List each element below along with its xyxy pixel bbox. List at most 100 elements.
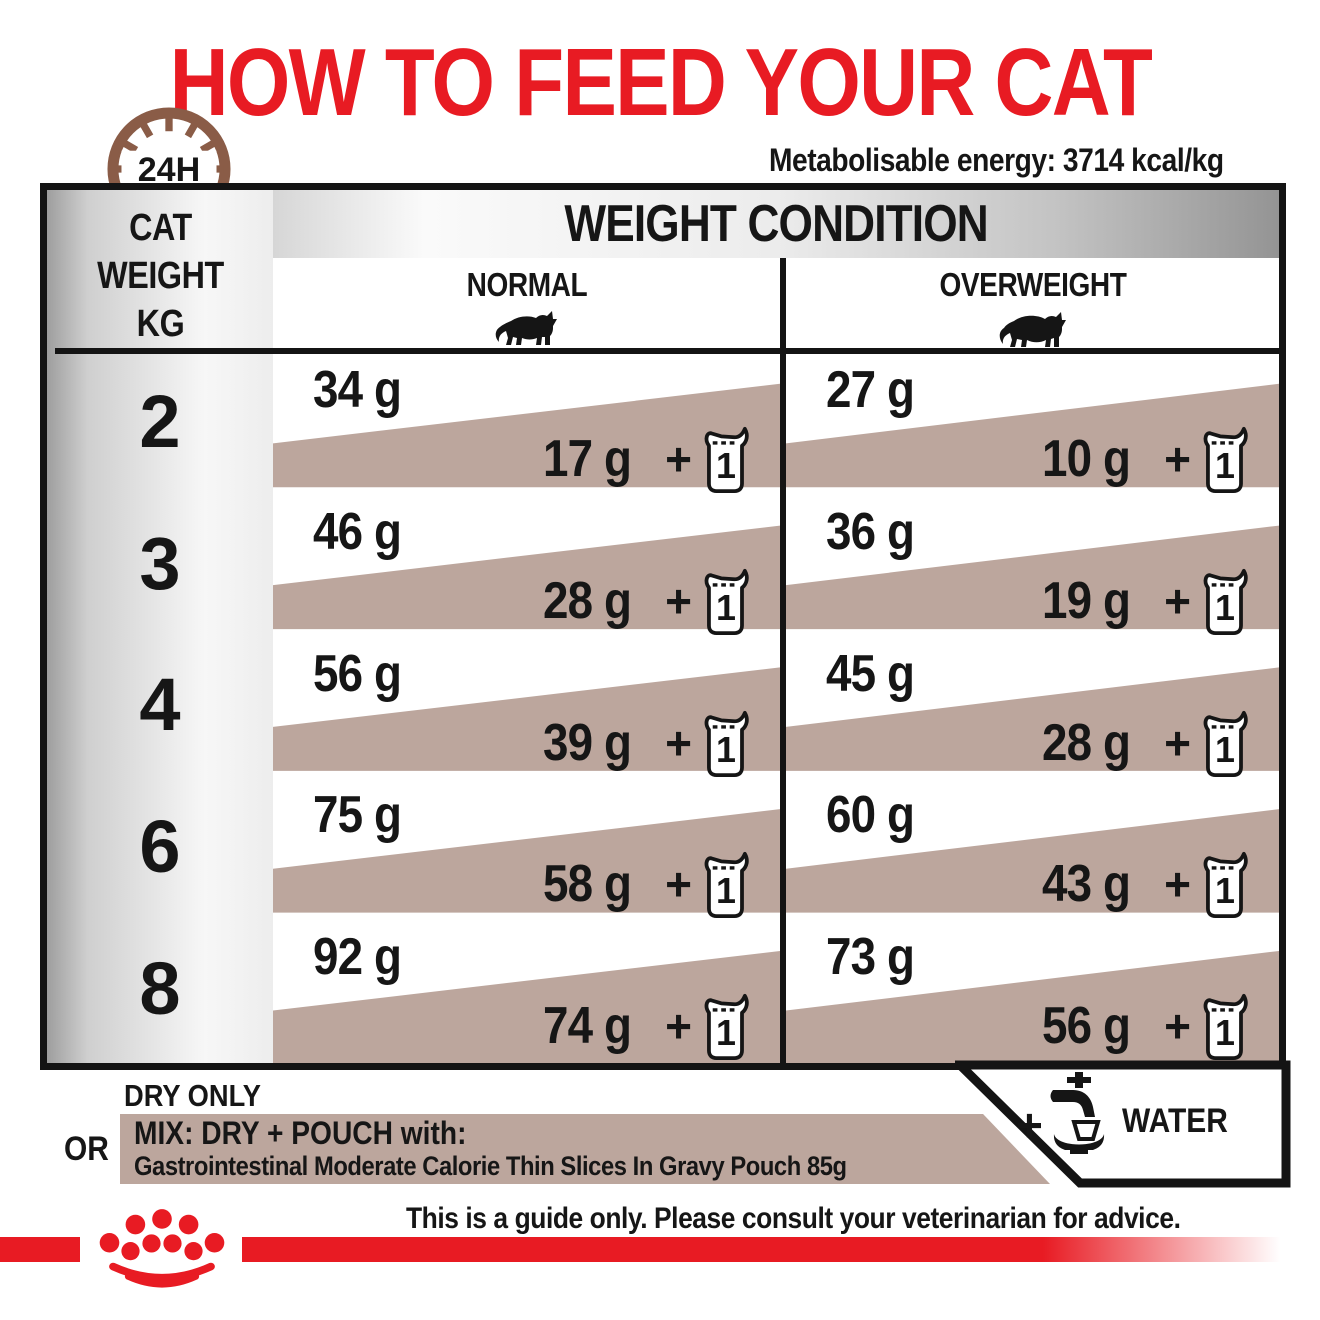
pouch-count: 1 <box>716 446 736 486</box>
table-rows: 2 34 g 17 g + 1 27 g 10 g + <box>47 354 1279 1063</box>
pouch-count: 1 <box>716 1013 736 1053</box>
cell-overweight: 60 g 43 g + 1 <box>786 779 1279 921</box>
pouch-icon: 1 <box>704 710 749 777</box>
mix-amount: 28 g <box>1042 713 1131 772</box>
dry-amount: 60 g <box>826 786 915 845</box>
pouch-icon: 1 <box>1203 993 1248 1061</box>
mix-group: 17 g + 1 <box>543 426 750 493</box>
dry-amount: 45 g <box>826 644 915 703</box>
mix-group: 74 g + 1 <box>543 993 750 1061</box>
mix-amount: 43 g <box>1042 855 1131 914</box>
table-row: 4 56 g 39 g + 1 45 g 28 g + <box>47 638 1279 780</box>
pouch-count: 1 <box>1215 588 1235 628</box>
plus-sign: + <box>1164 1000 1191 1053</box>
dry-amount: 73 g <box>826 928 915 987</box>
mix-group: 19 g + 1 <box>1042 568 1249 635</box>
overweight-label: OVERWEIGHT <box>939 266 1126 303</box>
or-label: OR <box>64 1130 109 1168</box>
dry-amount: 27 g <box>826 361 915 419</box>
cell-overweight: 36 g 19 g + 1 <box>786 496 1279 638</box>
column-normal-header: NORMAL <box>273 258 780 348</box>
pouch-count: 1 <box>1215 446 1235 486</box>
pouch-count: 1 <box>1215 871 1235 911</box>
pouch-icon: 1 <box>1203 426 1248 493</box>
cell-normal: 34 g 17 g + 1 <box>273 354 780 496</box>
clock-label: 24H <box>138 151 201 189</box>
mix-group: 28 g + 1 <box>543 568 750 635</box>
cell-normal: 92 g 74 g + 1 <box>273 921 780 1063</box>
column-overweight-header: OVERWEIGHT <box>786 258 1279 348</box>
normal-label: NORMAL <box>466 266 587 303</box>
pouch-count: 1 <box>716 729 736 769</box>
weight-column-header: CAT WEIGHT KG <box>96 207 224 345</box>
row-kg: 2 <box>139 379 181 463</box>
water-tap-icon <box>1050 1072 1105 1154</box>
disclaimer-text: This is a guide only. Please consult you… <box>405 1202 1181 1235</box>
pouch-icon: 1 <box>704 568 749 635</box>
plus-sign: + <box>665 432 692 485</box>
plus-sign: + <box>665 716 692 769</box>
pouch-icon: 1 <box>704 852 749 919</box>
pouch-count: 1 <box>716 871 736 911</box>
mix-group: 39 g + 1 <box>543 710 750 777</box>
cell-overweight: 45 g 28 g + 1 <box>786 638 1279 780</box>
cat-normal-icon <box>495 311 557 345</box>
royal-canin-crown-logo <box>99 1209 225 1288</box>
plus-sign: + <box>665 858 692 911</box>
header-divider-line <box>55 348 1279 354</box>
dry-amount: 36 g <box>826 502 915 561</box>
mix-amount: 74 g <box>543 997 632 1056</box>
cell-normal: 75 g 58 g + 1 <box>273 779 780 921</box>
mix-amount: 58 g <box>543 855 632 914</box>
column-divider-line <box>780 258 786 1063</box>
plus-sign: + <box>1164 716 1191 769</box>
row-kg: 3 <box>139 521 181 605</box>
water-plus-sign: + <box>1016 1099 1043 1151</box>
cell-normal: 56 g 39 g + 1 <box>273 638 780 780</box>
mix-amount: 17 g <box>543 429 632 488</box>
dry-amount: 92 g <box>313 928 402 987</box>
mix-group: 56 g + 1 <box>1042 993 1249 1061</box>
mix-amount: 19 g <box>1042 571 1131 630</box>
plus-sign: + <box>1164 858 1191 911</box>
dry-amount: 75 g <box>313 786 402 845</box>
cat-overweight-icon <box>999 312 1066 347</box>
water-box <box>955 1060 1291 1188</box>
dry-amount: 56 g <box>313 644 402 703</box>
dry-amount: 46 g <box>313 502 402 561</box>
water-label: WATER <box>1122 1102 1228 1140</box>
pouch-count: 1 <box>1215 1013 1235 1053</box>
mix-amount: 28 g <box>543 571 632 630</box>
plus-sign: + <box>665 574 692 627</box>
row-kg: 6 <box>139 805 181 889</box>
plus-sign: + <box>1164 574 1191 627</box>
mix-group: 43 g + 1 <box>1042 852 1249 919</box>
mix-title: MIX: DRY + POUCH with: <box>134 1115 467 1151</box>
cell-overweight: 73 g 56 g + 1 <box>786 921 1279 1063</box>
pouch-icon: 1 <box>1203 852 1248 919</box>
row-kg: 8 <box>139 947 181 1031</box>
energy-note: Metabolisable energy: 3714 kcal/kg <box>769 142 1225 178</box>
pouch-icon: 1 <box>704 993 749 1061</box>
dry-only-label: DRY ONLY <box>124 1078 261 1113</box>
feeding-table: CAT WEIGHT KG WEIGHT CONDITION NORMAL OVER… <box>40 183 1286 1070</box>
table-row: 2 34 g 17 g + 1 27 g 10 g + <box>47 354 1279 496</box>
mix-amount: 10 g <box>1042 429 1131 488</box>
table-row: 6 75 g 58 g + 1 60 g 43 g + <box>47 779 1279 921</box>
weight-condition-header: WEIGHT CONDITION <box>273 190 1279 258</box>
pouch-icon: 1 <box>1203 568 1248 635</box>
mix-amount: 39 g <box>543 713 632 772</box>
plus-sign: + <box>665 1000 692 1053</box>
pouch-icon: 1 <box>1203 710 1248 777</box>
mix-detail: Gastrointestinal Moderate Calorie Thin S… <box>134 1151 847 1181</box>
pouch-count: 1 <box>716 588 736 628</box>
table-row: 3 46 g 28 g + 1 36 g 19 g + <box>47 496 1279 638</box>
pouch-icon: 1 <box>704 426 749 493</box>
weight-column-background <box>47 190 273 1063</box>
cell-overweight: 27 g 10 g + 1 <box>786 354 1279 496</box>
mix-legend-band: MIX: DRY + POUCH with: Gastrointestinal … <box>120 1114 1050 1184</box>
mix-group: 58 g + 1 <box>543 852 750 919</box>
mix-amount: 56 g <box>1042 997 1131 1056</box>
pouch-count: 1 <box>1215 729 1235 769</box>
